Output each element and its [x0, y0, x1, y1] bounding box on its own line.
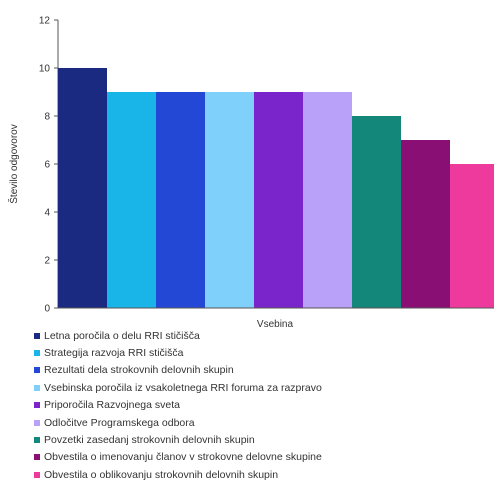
legend-swatch [34, 332, 40, 339]
legend-swatch [34, 350, 40, 357]
legend-swatch [34, 367, 40, 374]
legend-label: Rezultati dela strokovnih delovnih skupi… [44, 364, 234, 377]
bar [205, 92, 254, 308]
x-axis-title: Vsebina [257, 319, 294, 330]
legend-swatch [34, 384, 40, 391]
legend-swatch [34, 471, 40, 478]
legend-item: Odločitve Programskega odbora [34, 414, 322, 431]
y-tick-label: 8 [44, 112, 50, 123]
y-tick-label: 0 [44, 304, 50, 315]
bar [254, 92, 303, 308]
y-tick-label: 6 [44, 160, 50, 171]
legend-label: Odločitve Programskega odbora [44, 416, 195, 429]
legend-label: Letna poročila o delu RRI stičišča [44, 329, 200, 342]
legend-label: Priporočila Razvojnega sveta [44, 399, 180, 412]
legend-swatch [34, 454, 40, 461]
legend-swatch [34, 437, 40, 444]
legend-swatch [34, 402, 40, 409]
y-axis-title: Število odgovorov [7, 124, 20, 204]
bar [303, 92, 352, 308]
y-tick-label: 4 [44, 208, 50, 219]
legend-label: Strategija razvoja RRI stičišča [44, 347, 184, 360]
legend: Letna poročila o delu RRI stičišča Strate… [34, 327, 322, 484]
legend-item: Obvestila o imenovanju članov v strokovn… [34, 449, 322, 466]
legend-label: Obvestila o imenovanju članov v strokovn… [44, 451, 322, 464]
y-tick-label: 12 [39, 16, 51, 27]
legend-item: Strategija razvoja RRI stičišča [34, 344, 322, 361]
legend-item: Povzetki zasedanj strokovnih delovnih sk… [34, 431, 322, 448]
bars [58, 68, 494, 308]
y-tick-label: 10 [39, 64, 51, 75]
bar [352, 116, 401, 308]
bar [450, 164, 494, 308]
y-axis: 0 2 4 6 8 10 12 [39, 16, 59, 315]
legend-item: Obvestila o oblikovanju strokovnih delov… [34, 466, 322, 483]
y-tick-label: 2 [44, 256, 50, 267]
legend-item: Letna poročila o delu RRI stičišča [34, 327, 322, 344]
legend-item: Priporočila Razvojnega sveta [34, 397, 322, 414]
bar [156, 92, 205, 308]
legend-item: Rezultati dela strokovnih delovnih skupi… [34, 362, 322, 379]
bar [58, 68, 107, 308]
legend-label: Vsebinska poročila iz vsakoletnega RRI f… [44, 381, 322, 394]
legend-swatch [34, 419, 40, 426]
legend-label: Povzetki zasedanj strokovnih delovnih sk… [44, 434, 255, 447]
legend-item: Vsebinska poročila iz vsakoletnega RRI f… [34, 379, 322, 396]
bar [107, 92, 156, 308]
bar [401, 140, 450, 308]
legend-label: Obvestila o oblikovanju strokovnih delov… [44, 468, 279, 481]
